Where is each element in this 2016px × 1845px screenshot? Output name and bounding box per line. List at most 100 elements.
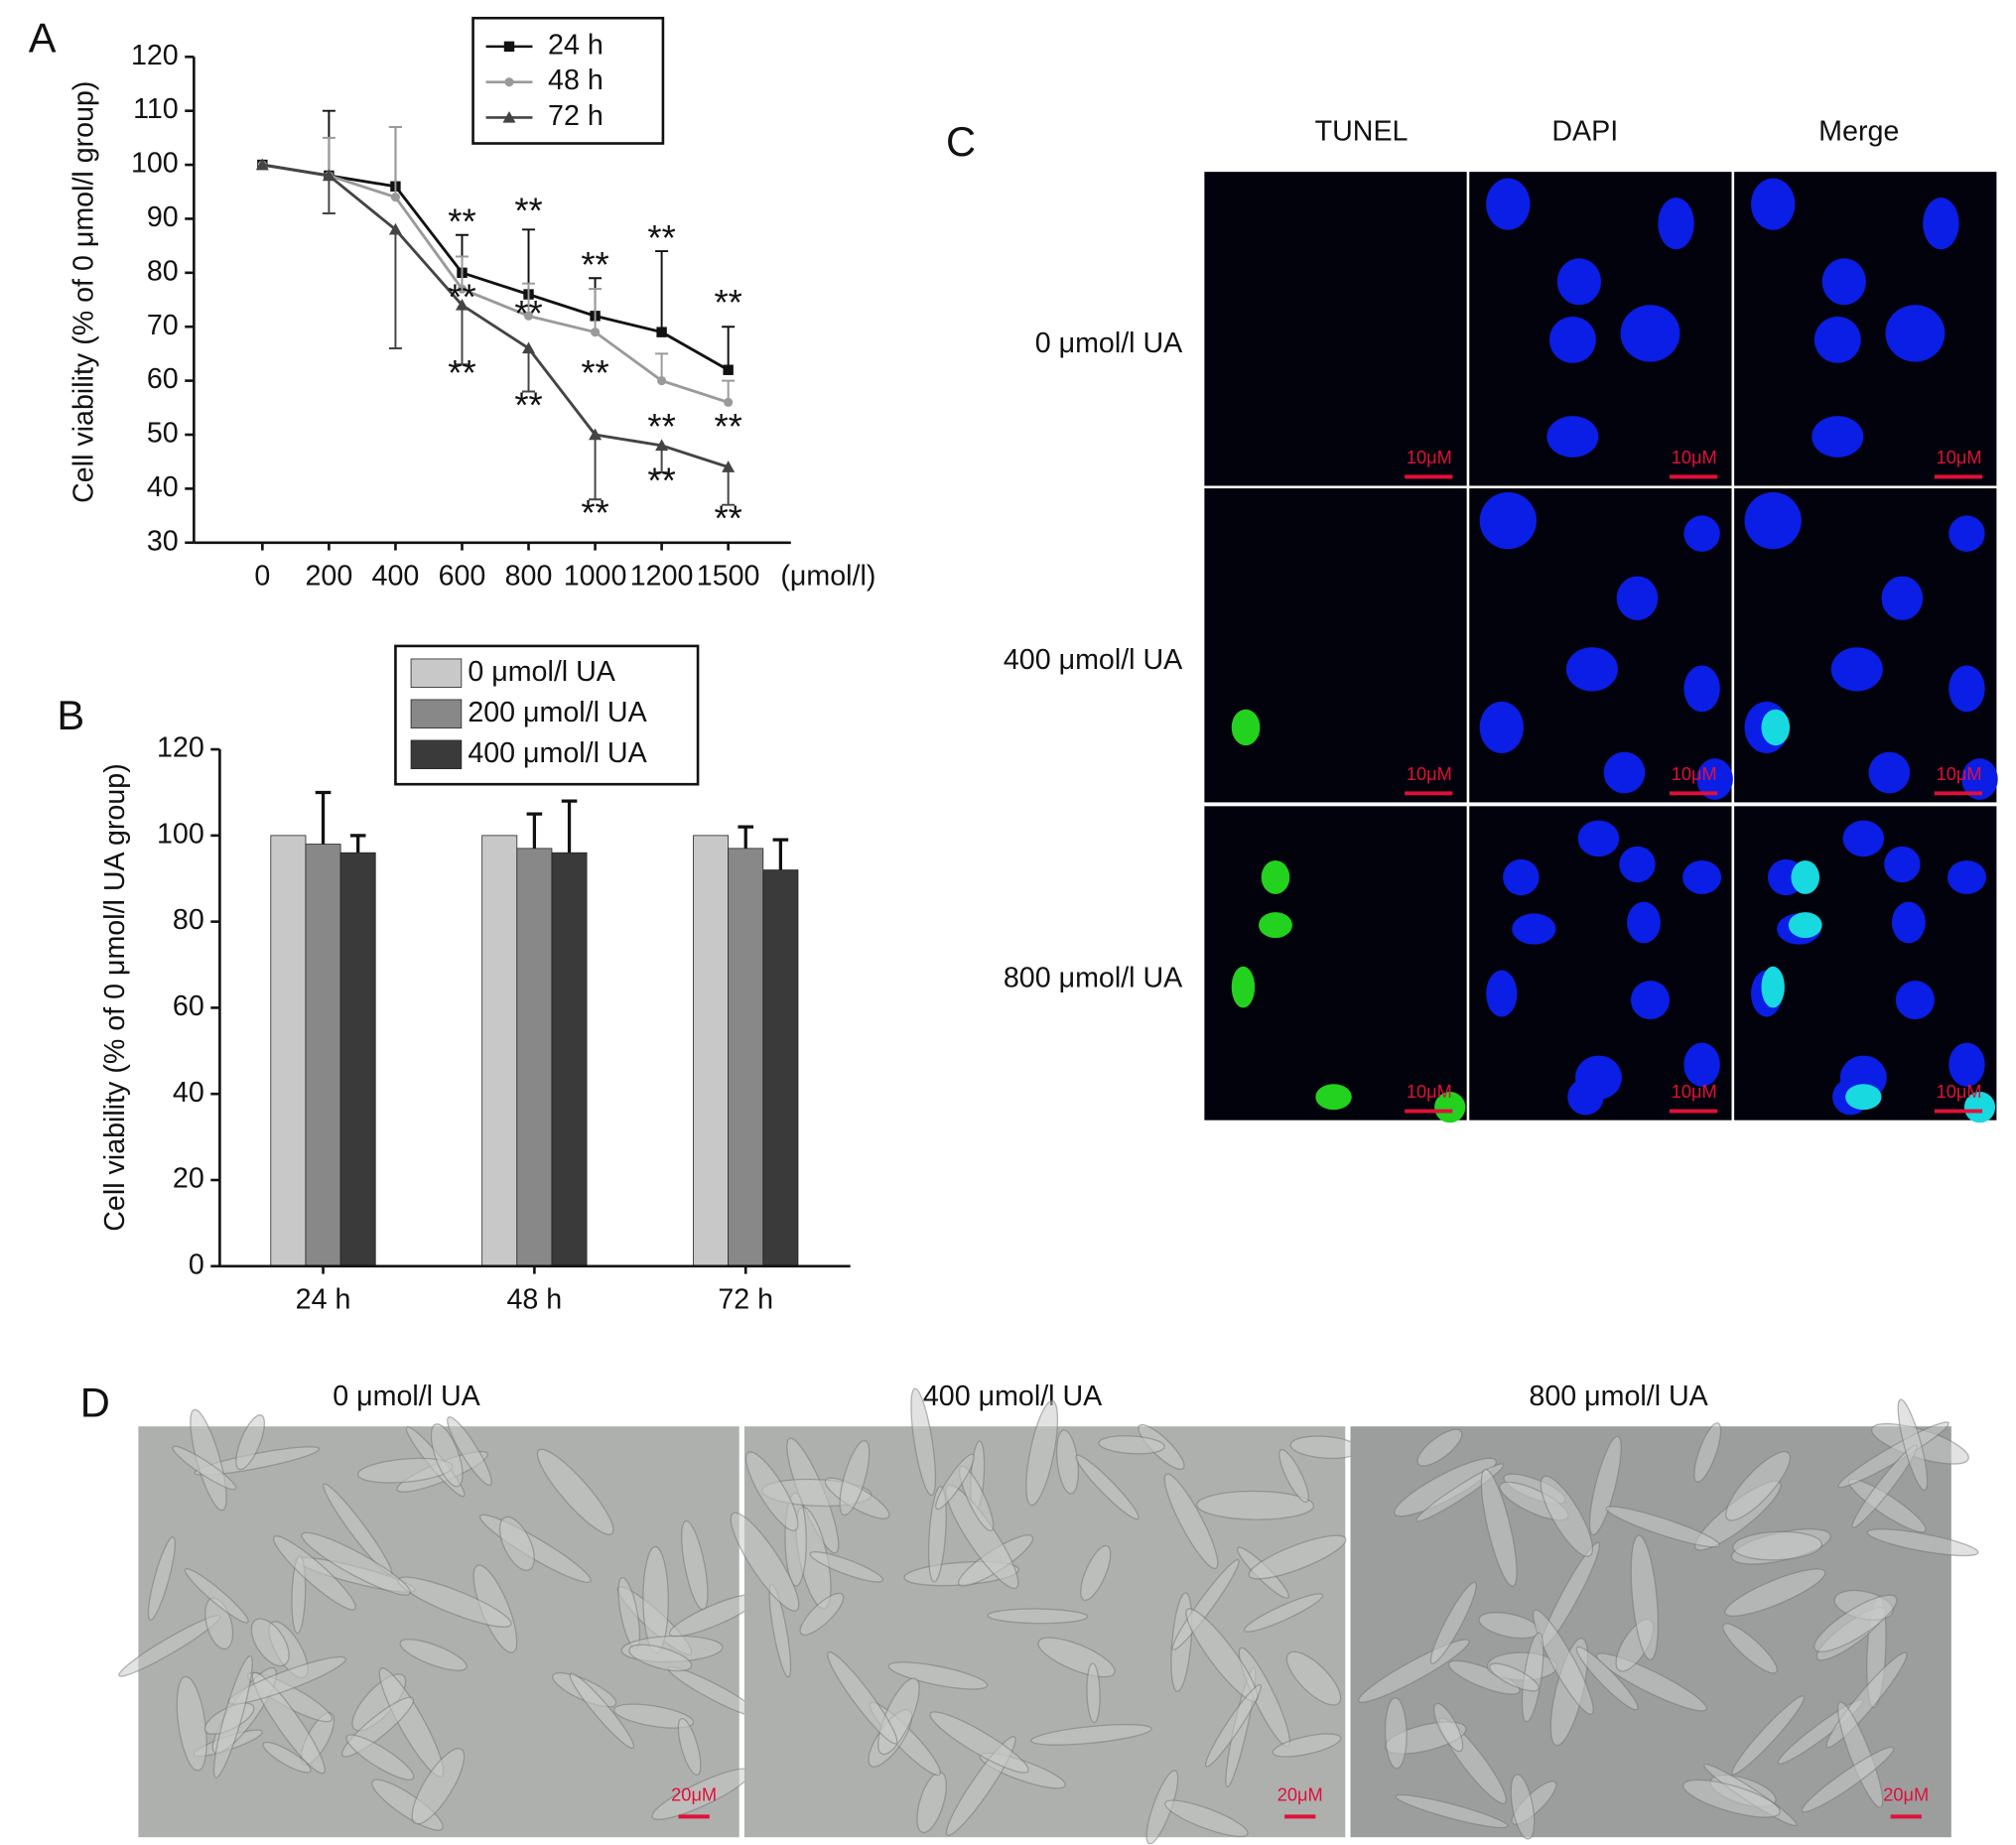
cell <box>1588 1435 1622 1536</box>
x-tick-label: 1500 <box>697 560 760 592</box>
cell <box>1866 1528 1979 1557</box>
y-tick-label: 60 <box>147 363 179 395</box>
significance-label: ** <box>448 352 475 393</box>
nucleus <box>1556 258 1602 306</box>
nucleus <box>1812 416 1864 458</box>
nucleus <box>1961 758 1998 800</box>
nucleus <box>1548 316 1596 363</box>
significance-label: ** <box>581 352 608 393</box>
error-bar <box>522 347 536 393</box>
legend-label: 48 h <box>548 65 604 96</box>
y-tick-label: 120 <box>157 732 204 764</box>
cell <box>447 1416 492 1486</box>
cell <box>1278 1449 1309 1504</box>
error-bar <box>349 834 366 854</box>
significance-label: ** <box>514 191 542 231</box>
error-bar <box>655 250 669 332</box>
panel-label: C <box>946 118 976 165</box>
error-bar <box>589 288 603 332</box>
legend-swatch <box>410 699 463 728</box>
apoptotic-nucleus <box>1788 912 1822 939</box>
cell <box>799 1592 845 1637</box>
y-tick-label: 110 <box>133 93 179 125</box>
x-tick-label: 600 <box>439 560 486 592</box>
apoptotic-nucleus <box>1434 1092 1466 1123</box>
cell <box>1732 1530 1822 1561</box>
nucleus <box>1479 491 1537 550</box>
apoptotic-nucleus <box>1315 1084 1352 1111</box>
cell <box>1384 1697 1408 1770</box>
micrograph <box>1204 488 1467 803</box>
x-tick-label: 24 h <box>296 1283 351 1315</box>
nucleus <box>1620 305 1680 362</box>
nucleus <box>1884 846 1921 883</box>
cell <box>235 1414 266 1471</box>
marker <box>502 110 516 123</box>
nucleus <box>1616 576 1659 620</box>
cell <box>1025 1399 1059 1507</box>
cell <box>1204 1683 1262 1768</box>
cell <box>1433 1702 1464 1753</box>
apoptotic-nucleus <box>1963 1092 1996 1123</box>
significance-label: ** <box>448 201 475 242</box>
cell <box>929 1711 1029 1774</box>
column-header: 0 μmol/l UA <box>333 1381 480 1412</box>
legend-swatch <box>410 739 463 769</box>
cell <box>1510 1774 1536 1840</box>
significance-label: ** <box>647 217 675 258</box>
error-bar <box>455 305 469 366</box>
cell <box>1416 1428 1463 1467</box>
error-bar <box>722 326 736 370</box>
row-header: 800 μmol/l UA <box>1004 962 1183 993</box>
cell <box>987 1608 1089 1625</box>
nucleus <box>1814 316 1861 363</box>
cell <box>1575 1646 1639 1711</box>
nucleus <box>1751 178 1796 230</box>
y-tick-label: 40 <box>173 1077 204 1109</box>
nucleus <box>1682 860 1722 894</box>
error-bar <box>388 126 402 198</box>
cell <box>839 1440 871 1516</box>
cell <box>1164 1799 1249 1838</box>
apoptotic-nucleus <box>1845 1084 1882 1111</box>
apoptotic-nucleus <box>1261 860 1290 894</box>
cell <box>1171 1558 1240 1650</box>
cell <box>1532 1609 1594 1716</box>
column-header: DAPI <box>1551 116 1618 148</box>
row-header: 400 μmol/l UA <box>1004 644 1183 676</box>
panel-label: B <box>57 692 84 738</box>
significance-label: ** <box>647 406 675 447</box>
cell <box>1272 1733 1342 1758</box>
cell <box>887 1661 989 1690</box>
bar <box>728 848 764 1267</box>
cell <box>212 1654 253 1779</box>
cell <box>1630 1534 1660 1660</box>
marker <box>657 376 667 386</box>
significance-label: ** <box>448 277 475 318</box>
cell <box>1605 1506 1721 1548</box>
marker <box>723 364 734 375</box>
apoptotic-nucleus <box>1761 709 1791 746</box>
nucleus <box>1565 647 1618 692</box>
marker <box>656 327 667 337</box>
bar <box>762 869 799 1267</box>
column-header: 800 μmol/l UA <box>1529 1381 1708 1412</box>
significance-label: ** <box>714 282 741 323</box>
marker <box>322 169 336 182</box>
column-header: TUNEL <box>1315 116 1409 148</box>
nucleus <box>1891 901 1926 944</box>
cell <box>411 1748 466 1825</box>
scale-bar-label: 10μM <box>1937 1082 1982 1102</box>
nucleus <box>1885 305 1946 362</box>
column-header: Merge <box>1818 116 1899 148</box>
y-tick-label: 80 <box>147 255 179 287</box>
cell <box>1489 1662 1540 1692</box>
cell <box>1897 1398 1929 1492</box>
nucleus <box>1577 820 1620 857</box>
micrograph <box>1204 172 1467 486</box>
nucleus <box>1683 515 1720 552</box>
cell <box>498 1516 535 1571</box>
nucleus <box>1546 416 1599 458</box>
legend-label: 0 μmol/l UA <box>468 656 615 688</box>
cell <box>730 1512 800 1612</box>
